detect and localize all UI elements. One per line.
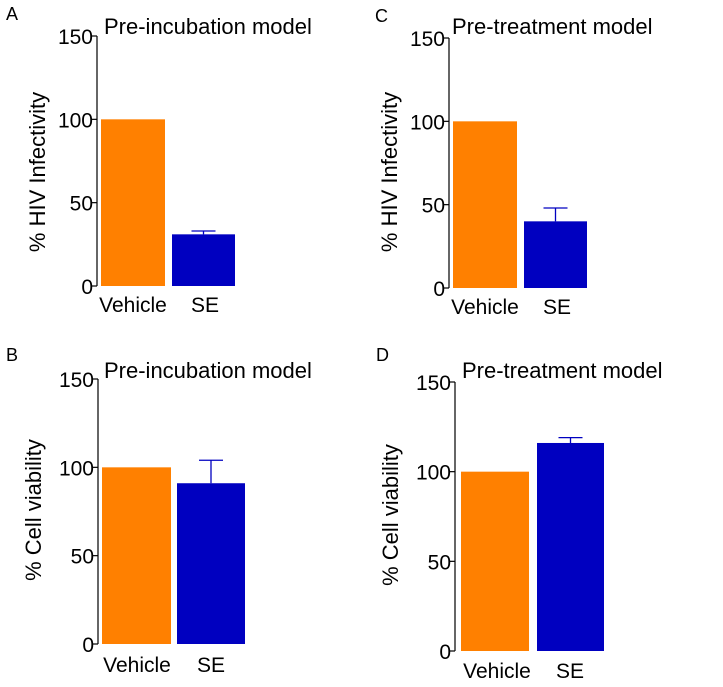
y-tick-label: 150 <box>59 369 94 392</box>
bar-vehicle <box>453 121 517 288</box>
x-category-label: SE <box>191 294 219 317</box>
y-tick-label: 100 <box>410 111 445 134</box>
panel-letter: B <box>6 345 18 365</box>
x-category-label: Vehicle <box>451 296 519 319</box>
error-bar-se <box>558 436 583 443</box>
y-tick-label: 100 <box>59 457 94 480</box>
x-category-label: Vehicle <box>103 654 171 677</box>
y-tick-label: 0 <box>81 276 93 299</box>
y-tick-label: 100 <box>58 109 93 132</box>
bar-se <box>177 483 245 644</box>
chart-title: Pre-incubation model <box>104 358 312 383</box>
error-bar-se <box>543 207 568 222</box>
x-category-label: Vehicle <box>463 660 531 683</box>
panel-letter: D <box>376 345 389 365</box>
y-tick-label: 50 <box>70 193 93 216</box>
y-axis-label: % HIV Infectivity <box>25 92 50 252</box>
y-tick-label: 150 <box>58 26 93 49</box>
y-axis-label: % Cell viability <box>378 444 403 586</box>
y-tick-label: 0 <box>439 641 451 664</box>
bar-vehicle <box>102 467 171 644</box>
chart-title: Pre-treatment model <box>452 14 653 39</box>
bar-vehicle <box>101 119 165 286</box>
y-axis-label: % HIV Infectivity <box>377 92 402 252</box>
panel-letter: C <box>375 6 388 26</box>
chart-panel-a: A Pre-incubation model % HIV Infectivity 0 5… <box>6 4 312 317</box>
x-category-label: Vehicle <box>99 294 167 317</box>
bar-se <box>537 442 604 651</box>
x-category-label: SE <box>197 654 225 677</box>
y-tick-label: 100 <box>416 462 451 485</box>
y-tick-label: 50 <box>422 195 445 218</box>
bar-vehicle <box>461 471 529 651</box>
y-tick-label: 0 <box>82 634 94 657</box>
bar-se <box>524 221 587 288</box>
y-tick-label: 50 <box>428 551 451 574</box>
chart-panel-d: D Pre-treatment model % Cell viability 0 50 1… <box>376 345 663 683</box>
x-category-label: SE <box>556 660 584 683</box>
y-tick-label: 50 <box>71 546 94 569</box>
chart-panel-b: B Pre-incubation model % Cell viability 0 50… <box>6 345 312 677</box>
x-category-label: SE <box>543 296 571 319</box>
error-bar-se <box>199 459 223 484</box>
panel-letter: A <box>6 4 18 24</box>
y-tick-label: 0 <box>433 278 445 301</box>
y-axis-label: % Cell viability <box>21 439 46 581</box>
y-tick-label: 150 <box>410 28 445 51</box>
chart-panel-c: C Pre-treatment model % HIV Infectivity 0 50… <box>375 6 653 319</box>
error-bar-se <box>191 230 216 235</box>
chart-title: Pre-treatment model <box>462 358 663 383</box>
chart-title: Pre-incubation model <box>104 14 312 39</box>
bar-se <box>172 234 235 286</box>
y-tick-label: 150 <box>416 372 451 395</box>
